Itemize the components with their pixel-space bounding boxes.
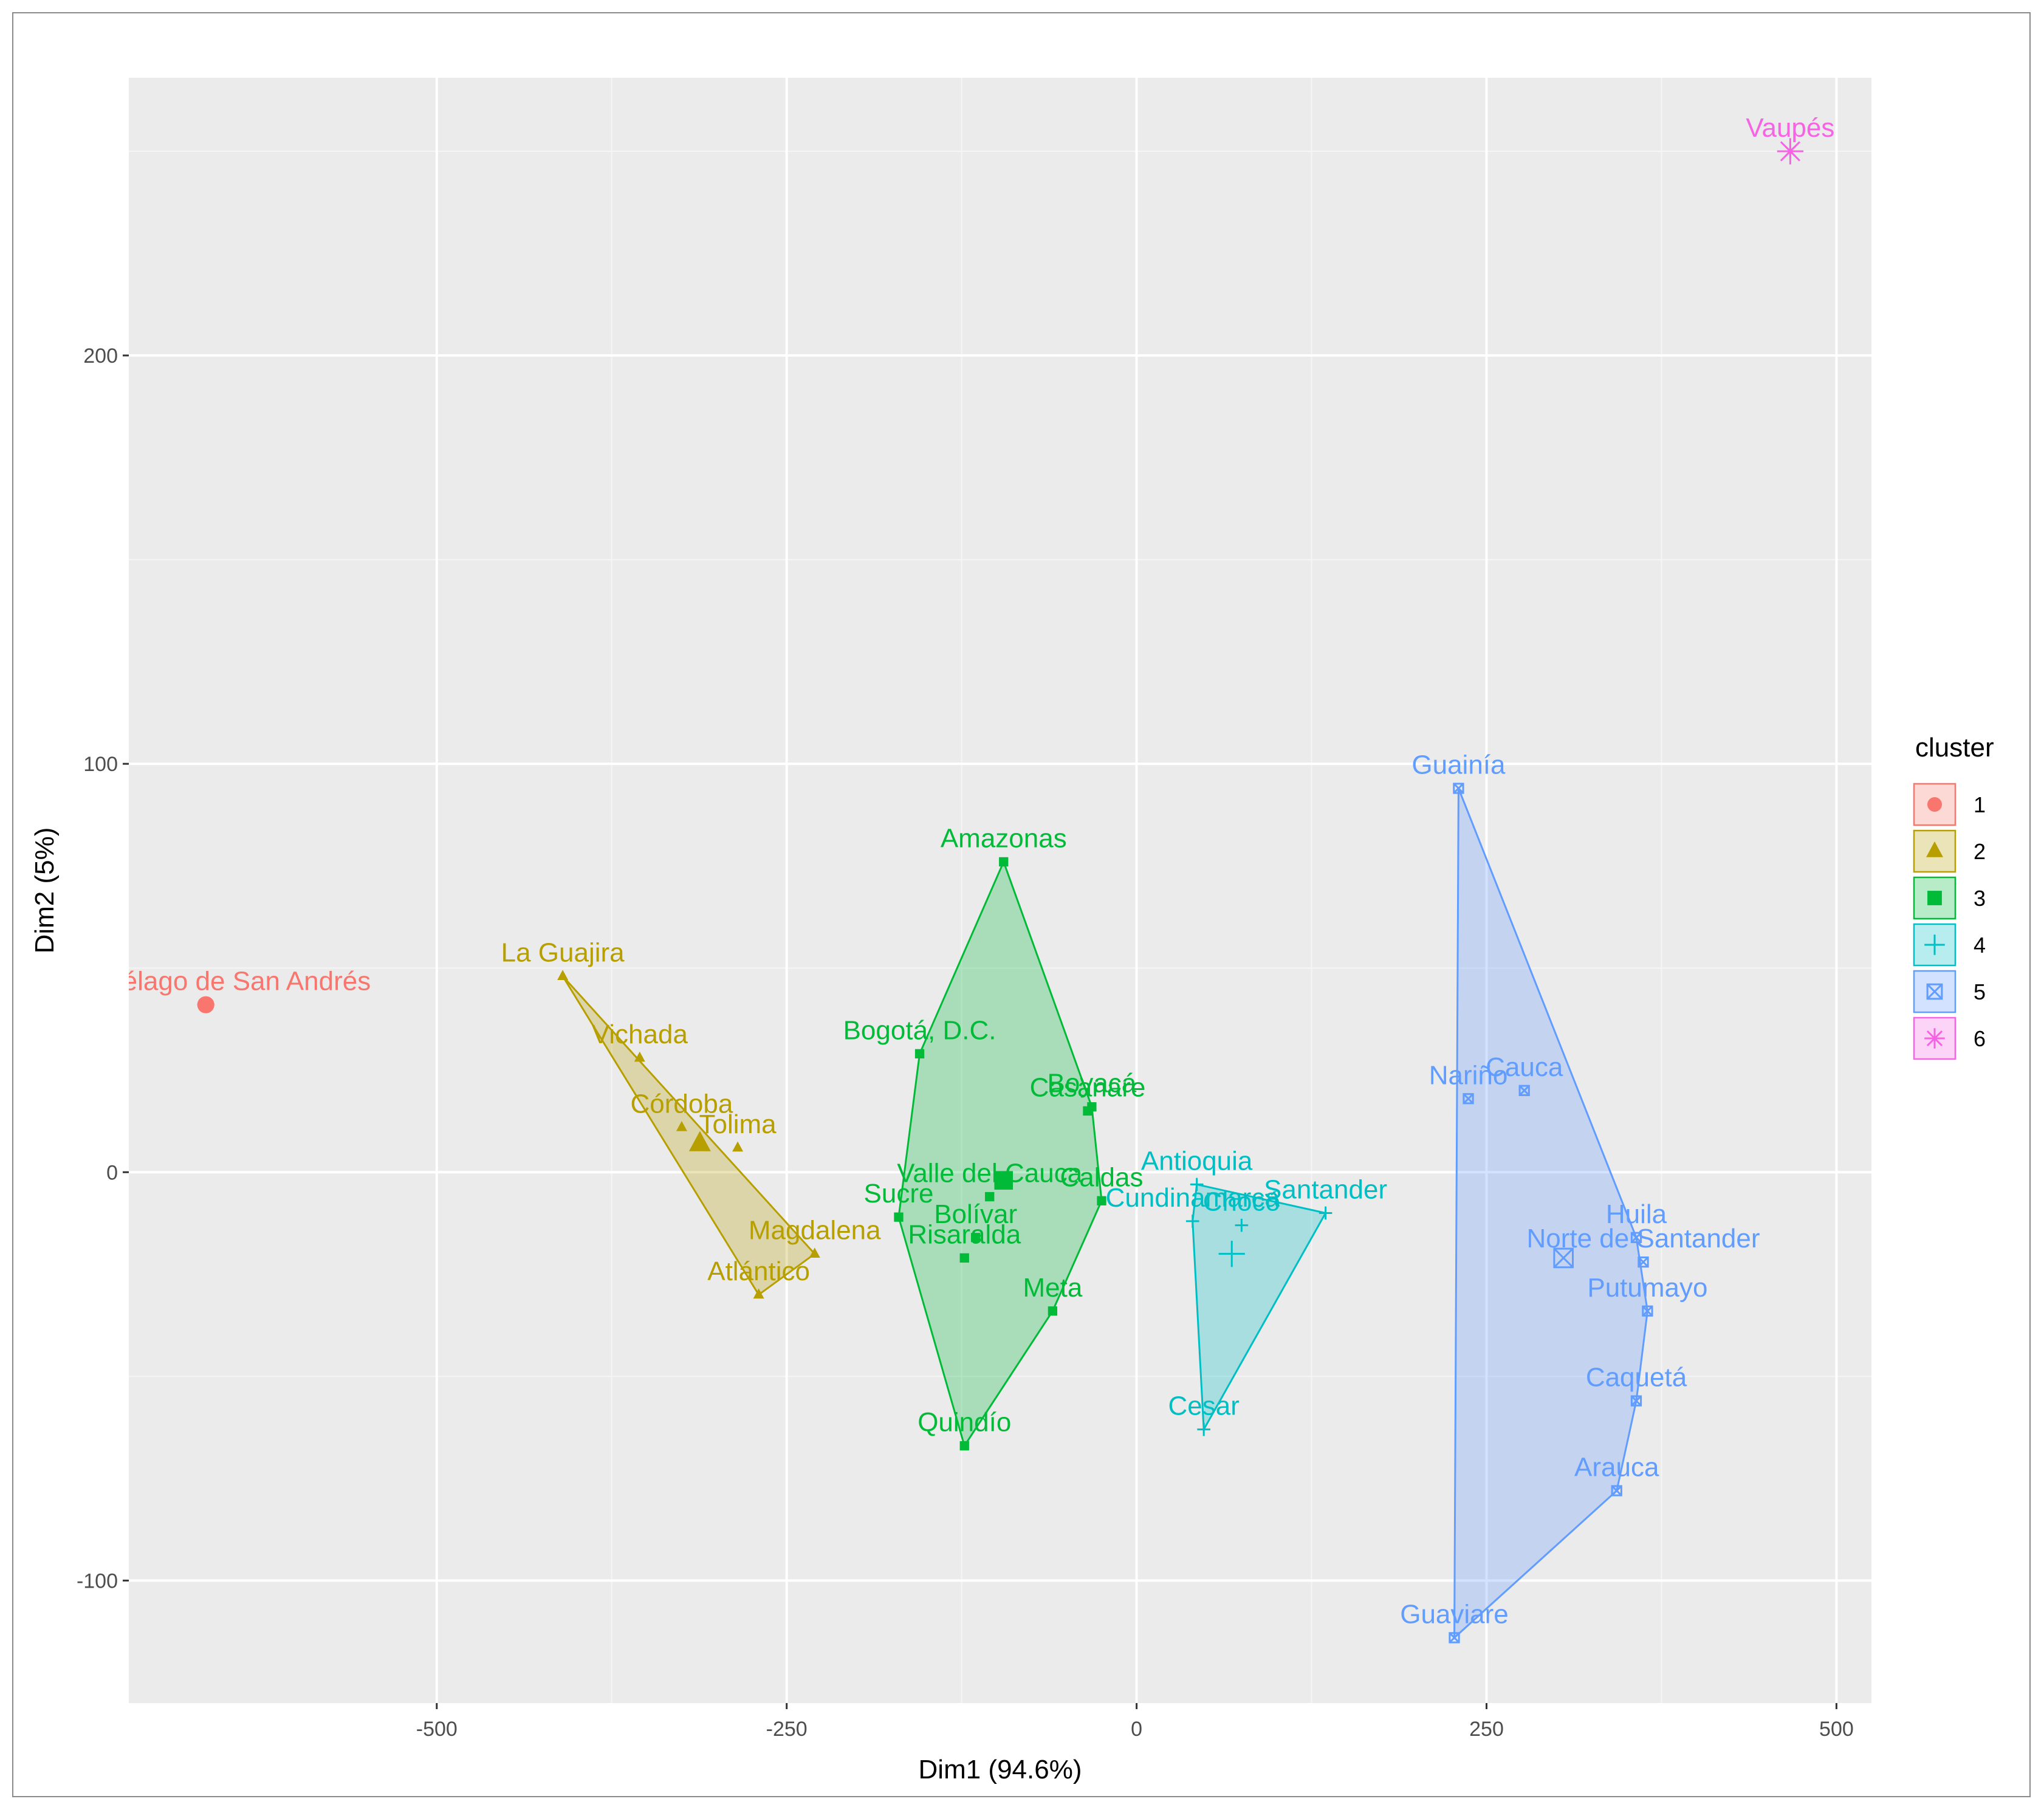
legend-symbol-1 — [1927, 797, 1942, 812]
point-marker — [999, 857, 1009, 867]
cluster-6-centroid — [1777, 138, 1803, 165]
point-marker — [634, 1051, 645, 1062]
point-label: Guaviare — [1400, 1599, 1509, 1629]
legend-symbol-4 — [1924, 934, 1945, 955]
point-marker — [732, 1141, 744, 1152]
legend-label-2: 2 — [1974, 839, 1986, 864]
point-label: Arauca — [1574, 1453, 1659, 1483]
point-marker — [959, 1441, 969, 1451]
legend-label-1: 1 — [1974, 792, 1986, 817]
point-label: Cesar — [1168, 1391, 1239, 1421]
point-marker — [1630, 1232, 1642, 1243]
point-marker — [1638, 1256, 1649, 1268]
x-tick-label: -500 — [416, 1718, 458, 1741]
point-marker — [971, 1233, 981, 1243]
point-marker — [985, 1191, 995, 1202]
point-label: Vichada — [592, 1020, 688, 1049]
point-marker — [557, 970, 569, 980]
point-marker — [1197, 1422, 1210, 1436]
point-marker — [1463, 1093, 1474, 1105]
point-marker — [1518, 1085, 1530, 1096]
point-marker — [753, 1288, 764, 1299]
point-marker — [1453, 783, 1464, 794]
y-tick-label: 100 — [83, 753, 118, 776]
point-marker — [959, 1253, 969, 1263]
point-label: Santander — [1264, 1174, 1387, 1204]
legend-symbol-2 — [1926, 841, 1943, 857]
y-tick-label: 200 — [83, 345, 118, 368]
point-marker — [1048, 1306, 1058, 1316]
x-tick-label: 0 — [1131, 1718, 1142, 1741]
point-label: Meta — [1023, 1273, 1082, 1303]
point-marker — [809, 1247, 820, 1258]
point-label: Huila — [1606, 1199, 1667, 1229]
point-label: Antioquia — [1141, 1146, 1253, 1176]
point-marker — [1097, 1196, 1106, 1205]
y-axis-title: Dim2 (5%) — [30, 828, 60, 954]
x-tick-label: -250 — [766, 1718, 808, 1741]
point-marker — [1185, 1215, 1199, 1228]
cluster-3-centroid — [994, 1171, 1013, 1190]
point-label: La Guajira — [501, 938, 625, 968]
cluster-4-centroid — [1218, 1241, 1245, 1267]
point-marker — [1235, 1218, 1249, 1232]
point-label: Sucre — [864, 1179, 934, 1208]
point-marker — [1319, 1206, 1332, 1220]
legend-label-4: 4 — [1974, 933, 1986, 958]
point-label: Chocó — [1203, 1187, 1280, 1217]
point-marker — [894, 1212, 904, 1222]
point-marker — [1449, 1632, 1460, 1644]
point-label: Caquetá — [1586, 1363, 1687, 1393]
point-label: Vaupés — [1746, 113, 1834, 143]
point-label: Boyacá — [1048, 1069, 1137, 1099]
plot-panel — [129, 78, 1871, 1703]
cluster-2-centroid — [688, 1131, 711, 1151]
point-label: Nariño — [1429, 1060, 1508, 1090]
point-label: Risaralda — [908, 1219, 1021, 1249]
cluster-2-hull — [561, 975, 817, 1297]
point-label: Bogotá, D.C. — [843, 1015, 996, 1045]
x-tick-label: 500 — [1819, 1718, 1854, 1741]
point-label: Atlántico — [707, 1256, 810, 1286]
point-marker — [676, 1120, 687, 1131]
point-label: Quindío — [917, 1408, 1011, 1438]
x-axis-title: Dim1 (94.6%) — [919, 1755, 1082, 1784]
point-marker — [914, 1049, 925, 1058]
point-label: Casanare — [1030, 1072, 1146, 1102]
point-label: Tolima — [699, 1109, 777, 1139]
cluster-5-centroid — [1553, 1247, 1574, 1269]
point-marker — [1630, 1395, 1642, 1407]
x-tick-label: 250 — [1469, 1718, 1504, 1741]
legend-symbol-6 — [1924, 1028, 1945, 1049]
cluster-3-hull — [897, 859, 1103, 1448]
point-label: Cauca — [1486, 1052, 1563, 1082]
legend-symbol-5 — [1926, 983, 1943, 1000]
point-label: Valle del Cauca — [897, 1159, 1082, 1188]
legend-label-5: 5 — [1974, 979, 1986, 1004]
point-label: Cundinamarca — [1106, 1183, 1280, 1213]
legend-label-3: 3 — [1974, 886, 1986, 911]
point-marker — [1083, 1106, 1092, 1116]
point-label: Magdalena — [749, 1216, 881, 1246]
point-label: Caldas — [1060, 1162, 1144, 1192]
point-marker — [1611, 1485, 1622, 1496]
point-marker — [1190, 1178, 1204, 1191]
y-tick-label: -100 — [77, 1569, 118, 1592]
point-label: Norte de Santander — [1526, 1224, 1760, 1253]
cluster-1-centroid — [197, 996, 214, 1013]
y-tick-label: 0 — [106, 1161, 118, 1184]
legend-title: cluster — [1915, 733, 1994, 763]
legend-label-6: 6 — [1974, 1026, 1986, 1051]
point-label: Bolívar — [934, 1199, 1017, 1229]
point-label: Putumayo — [1587, 1273, 1707, 1303]
point-label: Archipiélago de San Andrés — [41, 967, 371, 996]
legend-symbol-3 — [1927, 891, 1942, 905]
point-label: Guainía — [1411, 750, 1506, 780]
point-marker — [1642, 1305, 1653, 1317]
point-label: Córdoba — [631, 1089, 733, 1119]
point-label: Amazonas — [941, 823, 1067, 853]
